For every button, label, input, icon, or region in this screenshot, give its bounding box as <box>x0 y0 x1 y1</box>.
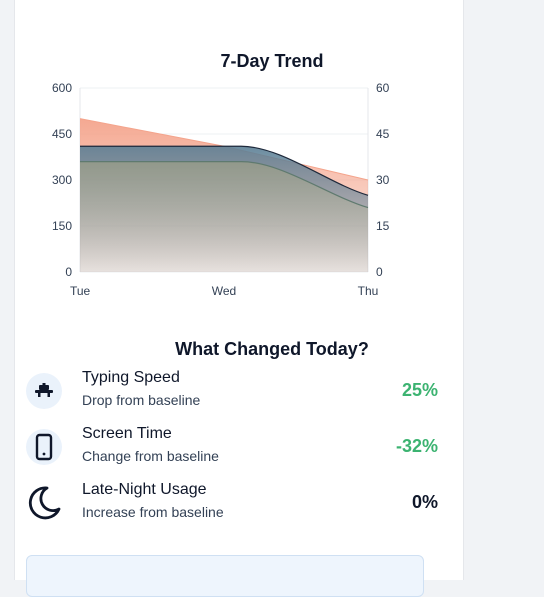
metric-value: 25% <box>401 380 438 400</box>
series-area <box>80 161 368 272</box>
metric-name: Late-Night Usage <box>82 481 207 498</box>
y-tick-left: 0 <box>65 265 72 279</box>
y-tick-right: 30 <box>376 173 390 187</box>
metric-name: Typing Speed <box>82 369 180 386</box>
series-line <box>80 145 369 196</box>
series-line <box>80 161 369 209</box>
metric-value: -32% <box>395 436 438 456</box>
metric-screen-time: Screen Time Change from baseline -32% <box>26 425 438 473</box>
metric-sub: Drop from baseline <box>82 392 201 408</box>
metric-late-night-usage: Late-Night Usage Increase from baseline … <box>26 481 438 529</box>
phone-icon <box>26 429 62 465</box>
x-tick-label: Tue <box>70 284 91 298</box>
x-tick-label: Thu <box>358 284 379 298</box>
keyboard-icon <box>26 373 62 409</box>
metric-typing-speed: Typing Speed Drop from baseline 25% <box>26 369 438 417</box>
y-tick-right: 15 <box>376 219 390 233</box>
y-tick-right: 45 <box>376 127 390 141</box>
info-box <box>26 555 424 597</box>
y-tick-left: 150 <box>52 219 72 233</box>
y-tick-right: 60 <box>376 81 390 95</box>
dashboard-card <box>14 0 464 580</box>
metric-name: Screen Time <box>82 425 172 442</box>
y-tick-left: 600 <box>52 81 72 95</box>
metric-sub: Change from baseline <box>82 448 219 464</box>
x-tick-label: Wed <box>212 284 236 298</box>
y-tick-left: 450 <box>52 127 72 141</box>
metric-value: 0% <box>411 492 438 512</box>
y-tick-left: 300 <box>52 173 72 187</box>
moon-icon <box>26 485 62 521</box>
trend-chart: 0 0 150 15 300 30 450 45 600 60 Tue Wed Thu <box>52 81 390 298</box>
metric-sub: Increase from baseline <box>82 504 224 520</box>
y-tick-right: 0 <box>376 265 383 279</box>
chart-title: 7-Day Trend <box>220 51 324 71</box>
what-changed-title: What Changed Today? <box>175 339 369 359</box>
